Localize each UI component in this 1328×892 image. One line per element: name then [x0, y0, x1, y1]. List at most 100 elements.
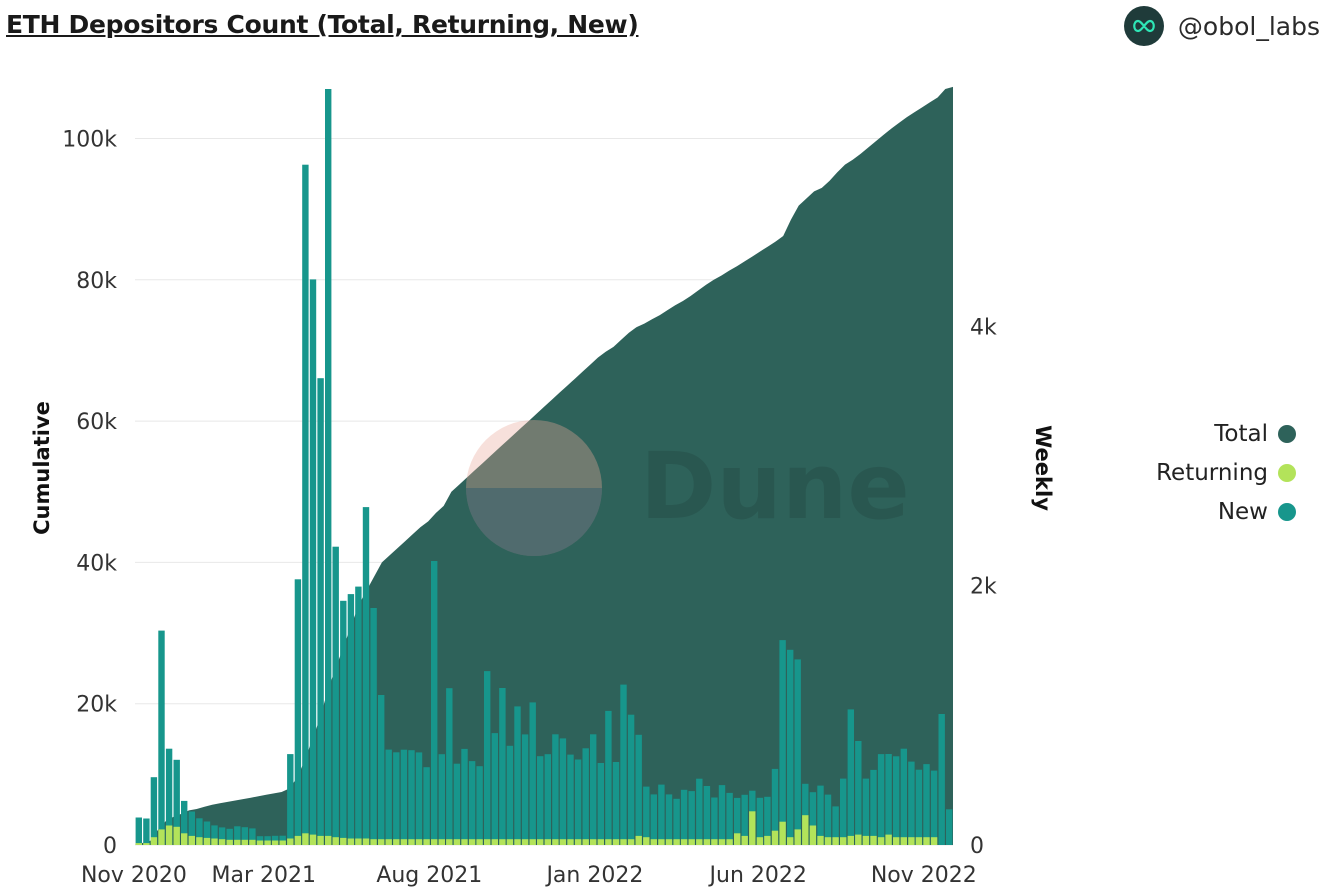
legend-item-returning[interactable]: Returning	[1156, 453, 1296, 492]
new-bar	[537, 756, 544, 845]
new-bar	[665, 794, 673, 845]
returning-bar	[431, 839, 438, 845]
legend-item-total[interactable]: Total	[1156, 414, 1296, 453]
returning-bar	[484, 839, 491, 845]
returning-bar	[711, 839, 718, 845]
x-tick-label: Mar 2021	[212, 863, 317, 888]
new-bar	[150, 777, 158, 845]
new-bar	[809, 792, 817, 845]
new-bar	[188, 811, 195, 845]
new-bar	[635, 734, 642, 845]
new-bar	[559, 738, 567, 845]
returning-bar	[499, 839, 506, 845]
returning-bar	[552, 839, 559, 845]
returning-bar	[393, 839, 400, 845]
returning-bar	[203, 837, 211, 845]
new-bar	[756, 797, 764, 845]
returning-bar	[605, 839, 612, 845]
returning-bar	[446, 839, 453, 845]
new-bar	[832, 806, 839, 845]
new-bar	[893, 756, 900, 845]
new-bar	[605, 710, 612, 845]
new-bar	[317, 378, 324, 845]
returning-bar	[809, 825, 817, 845]
infinity-icon	[1133, 19, 1155, 33]
new-bar	[840, 778, 847, 845]
new-bar	[226, 828, 233, 845]
new-bar	[302, 164, 309, 845]
left-axis-ticks: 0 20k 40k 60k 80k 100k	[62, 127, 117, 859]
new-bar	[946, 809, 953, 845]
y-axis-right-label: Weekly	[1031, 425, 1055, 511]
y-left-tick-label: 40k	[76, 551, 117, 576]
returning-bar	[840, 837, 847, 845]
returning-bar	[734, 833, 741, 845]
new-bar	[620, 684, 627, 845]
returning-bar	[325, 835, 332, 845]
returning-bar	[256, 840, 264, 845]
new-bar	[877, 754, 885, 845]
returning-bar	[173, 826, 180, 845]
new-bar	[787, 649, 794, 845]
returning-bar	[590, 839, 597, 845]
y-right-tick-label: 2k	[970, 575, 997, 600]
returning-bar	[643, 837, 650, 845]
returning-bar	[218, 839, 226, 845]
returning-bar	[620, 839, 627, 845]
new-bar	[423, 767, 430, 845]
returning-bar	[658, 839, 665, 845]
returning-bar	[802, 815, 809, 845]
new-bar	[385, 749, 392, 845]
new-bar	[794, 659, 801, 845]
new-bar	[287, 754, 294, 845]
new-bar	[438, 754, 445, 845]
new-bar	[552, 734, 559, 845]
new-bar	[862, 778, 870, 845]
new-bar	[870, 769, 877, 845]
brand[interactable]: @obol_labs	[1123, 6, 1320, 46]
new-bar	[211, 825, 218, 845]
new-bar	[234, 826, 241, 845]
returning-bar	[309, 834, 317, 845]
new-bar	[703, 786, 711, 845]
new-bar	[279, 835, 286, 845]
returning-bar	[567, 839, 574, 845]
returning-bar	[287, 838, 294, 845]
returning-bar	[771, 830, 779, 845]
returning-bar	[279, 840, 286, 845]
returning-bar	[893, 837, 900, 845]
returning-bar	[908, 837, 915, 845]
new-bar	[847, 709, 854, 845]
returning-bar	[150, 837, 158, 845]
new-bar	[499, 688, 506, 845]
new-bar	[923, 764, 930, 845]
returning-bar	[923, 837, 930, 845]
returning-bar	[347, 838, 355, 845]
legend-item-new[interactable]: New	[1156, 492, 1296, 531]
returning-bar	[468, 839, 476, 845]
new-bar	[461, 748, 468, 845]
returning-bar	[514, 839, 521, 845]
returning-bar	[726, 839, 733, 845]
new-bar	[491, 733, 498, 845]
returning-bar	[847, 835, 854, 845]
y-left-tick-label: 20k	[76, 693, 117, 718]
new-bar	[476, 766, 483, 845]
returning-bar	[764, 835, 771, 845]
returning-bar	[673, 839, 680, 845]
new-bar	[529, 702, 536, 845]
brand-logo	[1123, 6, 1164, 46]
y-axis-left-label: Cumulative	[30, 401, 54, 535]
x-tick-label: Jun 2022	[708, 863, 807, 888]
new-bar	[400, 749, 408, 845]
returning-bar	[491, 839, 498, 845]
new-bar	[415, 752, 423, 845]
returning-bar	[506, 839, 514, 845]
new-bar	[718, 785, 726, 845]
new-bar	[173, 759, 180, 845]
legend-dot-new	[1278, 502, 1296, 521]
new-bar	[824, 794, 832, 845]
returning-bar	[688, 839, 695, 845]
legend-label-total: Total	[1214, 420, 1268, 447]
